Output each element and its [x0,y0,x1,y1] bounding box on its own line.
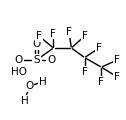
Text: F: F [82,31,88,41]
Text: F: F [114,72,120,82]
Text: O: O [47,55,55,65]
Text: HO: HO [11,67,27,77]
Text: O: O [33,39,41,49]
Text: O: O [25,81,34,91]
Text: F: F [36,31,42,41]
Text: F: F [98,77,104,87]
Text: F: F [82,67,88,77]
Text: F: F [114,55,120,65]
Text: S: S [33,55,40,65]
Text: H: H [21,96,28,106]
Text: F: F [96,43,102,53]
Text: F: F [66,27,72,37]
Text: F: F [50,29,56,39]
Text: H: H [39,77,46,87]
Text: O: O [14,55,23,65]
